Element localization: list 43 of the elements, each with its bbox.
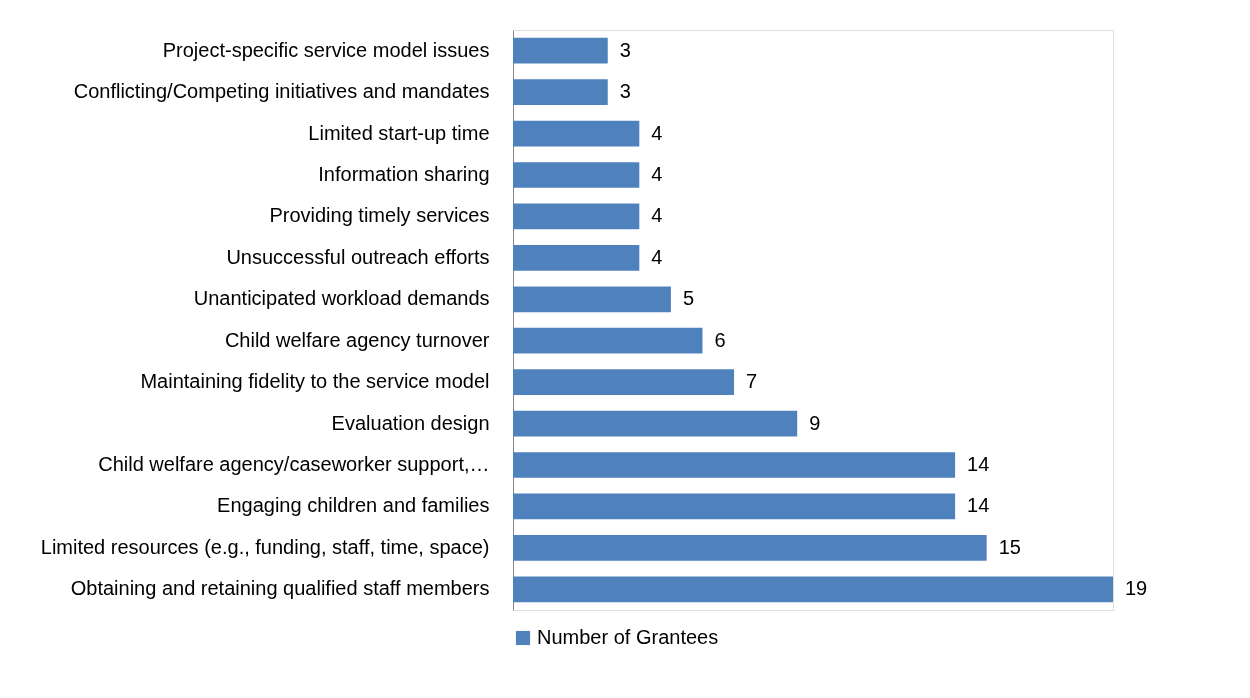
bar [513,120,640,147]
data-label: 15 [998,535,1021,558]
y-tick-label: Information sharing [318,163,490,185]
bar [513,535,987,561]
data-label: 5 [682,287,695,310]
y-tick-label: Engaging children and families [217,494,490,517]
bar [513,576,1113,603]
y-tick-label: Obtaining and retaining qualified staff members [70,577,490,600]
y-tick-label: Conflicting/Competing initiatives and mandates [73,80,490,103]
y-tick-label: Unanticipated workload demands [193,287,490,310]
y-tick-label: Providing timely services [269,204,490,227]
data-label: 7 [746,370,758,393]
bar [513,203,640,230]
bar [513,162,640,188]
bar [513,369,735,395]
data-label: 9 [809,411,821,434]
data-label: 4 [651,163,663,185]
bar [513,493,956,520]
data-label: 14 [967,453,990,475]
bar [513,410,798,437]
bar [513,327,703,354]
y-tick-label: Limited resources (e.g., funding, staff, time, space) [40,535,490,558]
data-label: 14 [967,494,990,517]
bar [513,286,671,313]
y-tick-label: Maintaining fidelity to the service model [140,370,490,393]
legend-label: Number of Grantees [537,626,719,648]
bar [513,37,608,64]
y-tick-label: Limited start-up time [308,121,490,144]
y-tick-label: Unsuccessful outreach efforts [226,245,490,268]
data-label: 19 [1125,577,1148,600]
data-label: 4 [651,245,663,268]
data-label: 3 [619,80,631,103]
y-tick-label: Child welfare agency turnover [224,328,490,351]
bar [513,79,608,105]
bar [513,245,640,271]
bar [513,452,956,478]
data-label: 3 [619,38,631,61]
y-tick-label: Evaluation design [331,411,490,434]
data-label: 4 [651,204,663,227]
data-label: 6 [714,328,726,351]
y-tick-label: Child welfare agency/caseworker support,… [98,453,490,475]
y-tick-label: Project-specific service model issues [162,38,490,61]
data-label: 4 [651,121,663,144]
